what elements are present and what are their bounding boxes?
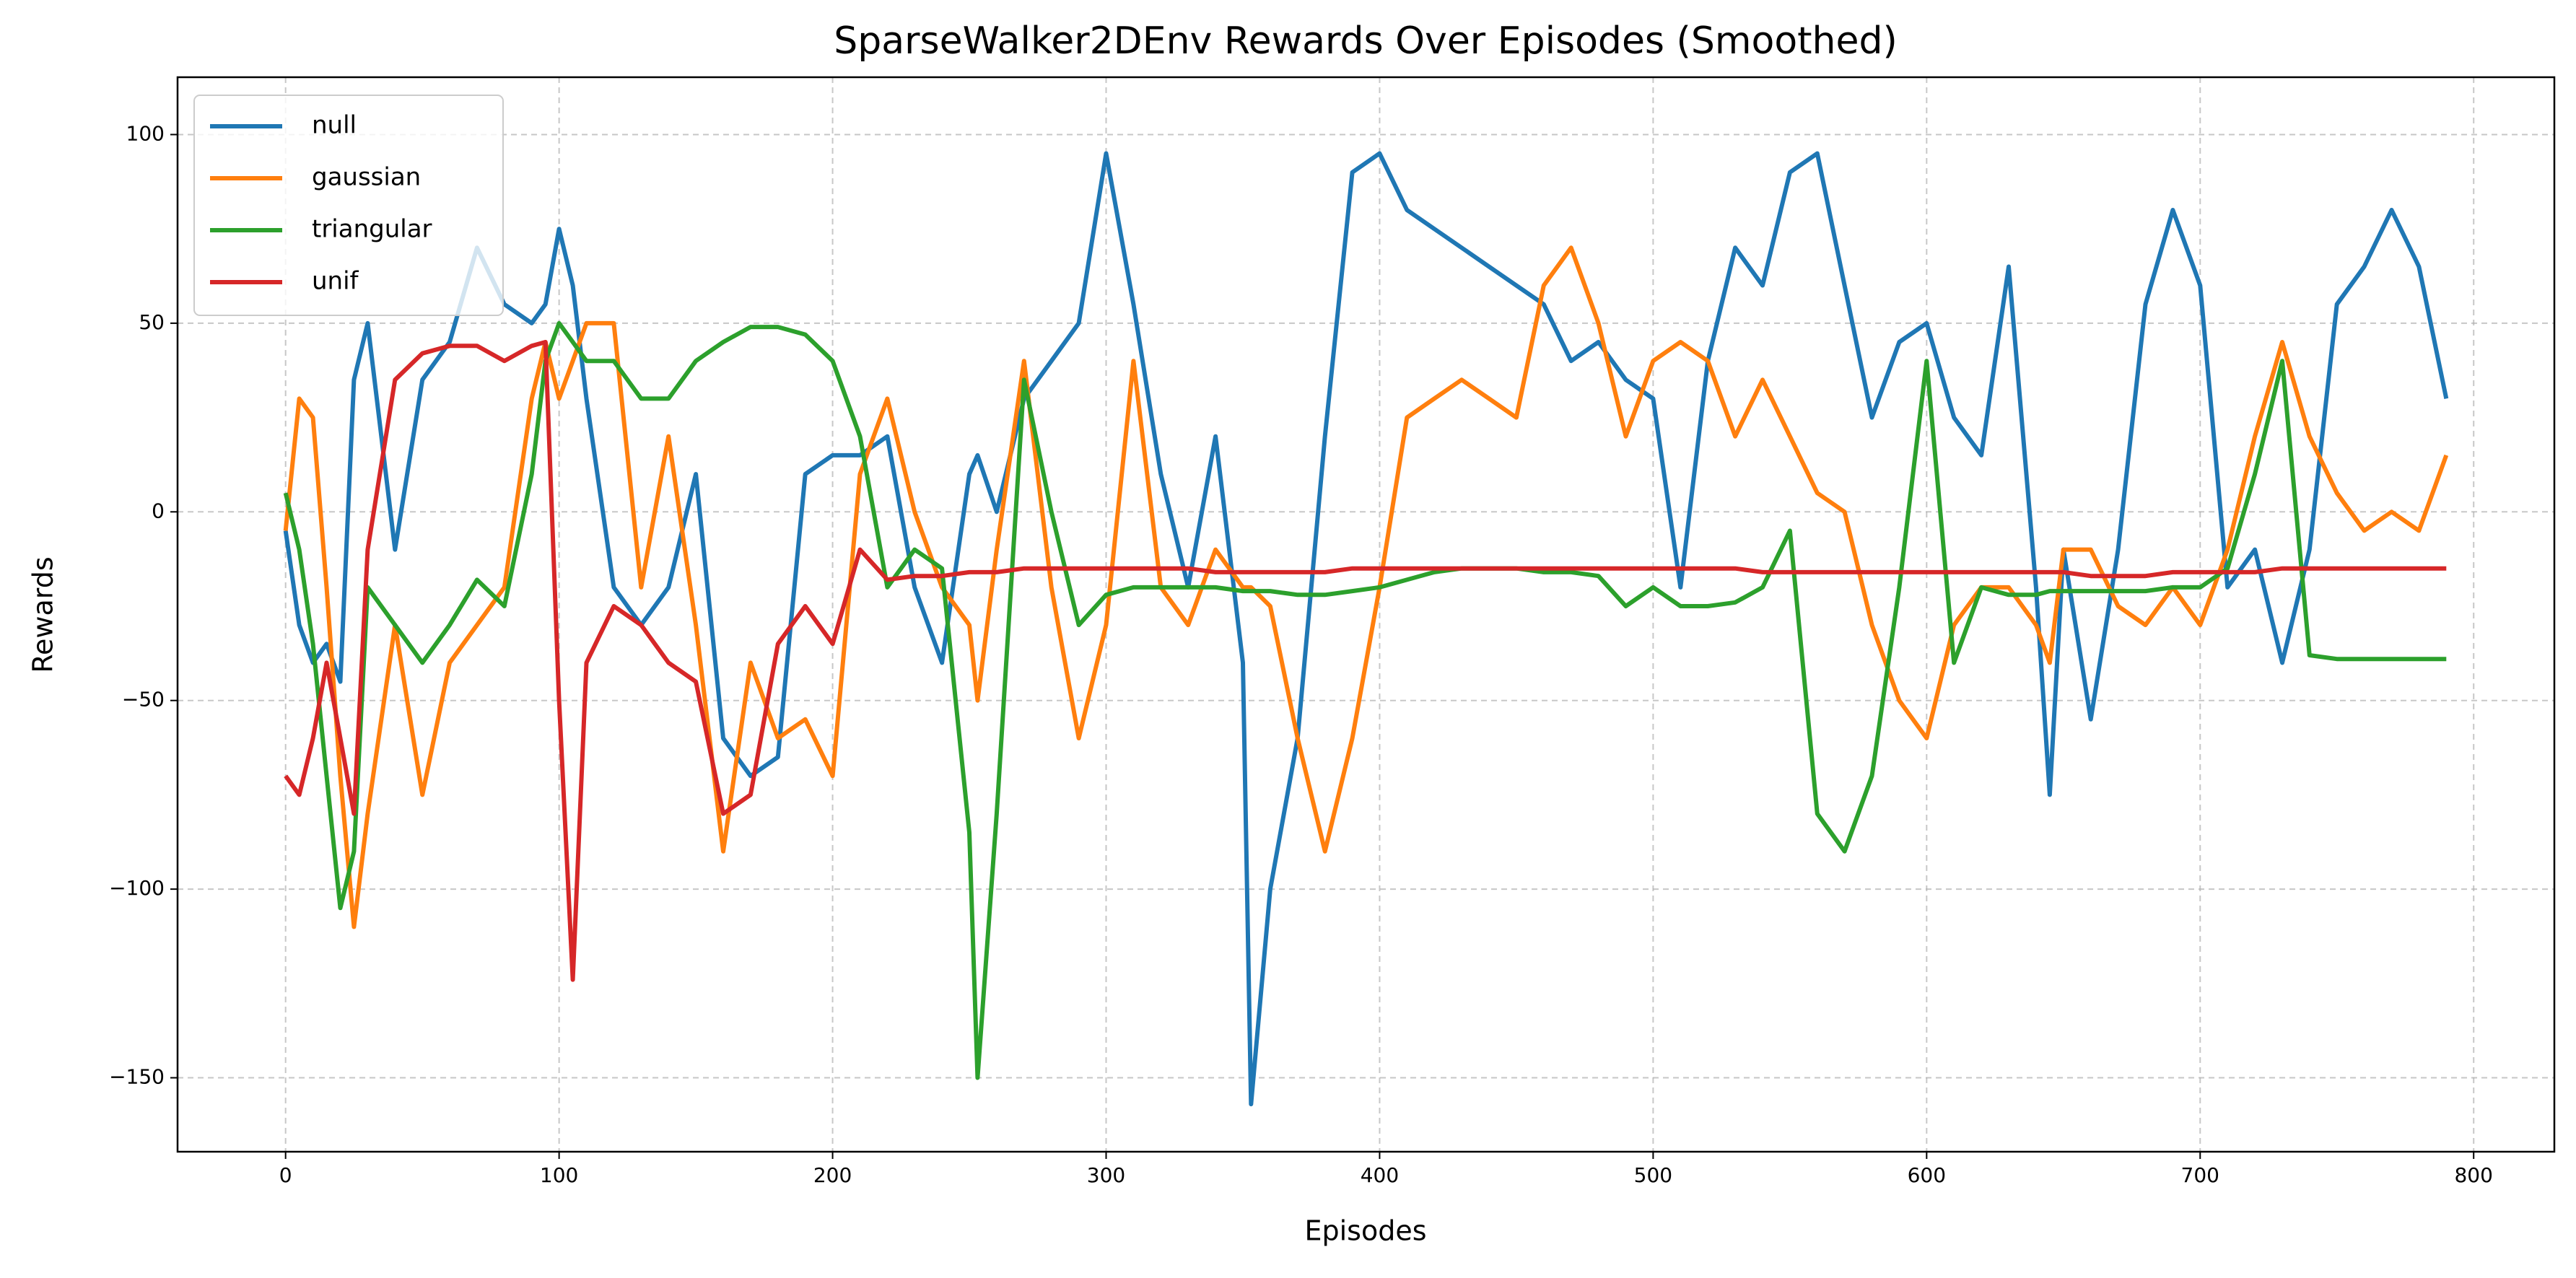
x-tick-label: 800 [2454, 1163, 2492, 1187]
y-tick-label: 50 [139, 310, 165, 334]
x-tick-label: 100 [540, 1163, 578, 1187]
y-tick-label: −150 [109, 1065, 165, 1089]
legend: null gaussian triangular unif [193, 95, 504, 316]
legend-box [193, 95, 504, 316]
line-series [284, 340, 2447, 982]
legend-label: null [312, 111, 357, 140]
x-tick-label: 0 [279, 1163, 292, 1187]
y-axis-label: Rewards [27, 556, 59, 673]
plot-frame [176, 76, 2556, 1153]
chart-title: SparseWalker2DEnv Rewards Over Episodes … [834, 19, 1898, 63]
line-series [283, 245, 2449, 929]
x-tick-label: 600 [1908, 1163, 1946, 1187]
x-axis-label: Episodes [1304, 1215, 1426, 1247]
y-tick-label: −100 [109, 876, 165, 900]
legend-label: triangular [312, 215, 432, 244]
x-tick-label: 500 [1634, 1163, 1672, 1187]
x-tick-label: 400 [1361, 1163, 1399, 1187]
x-tick-label: 200 [813, 1163, 852, 1187]
y-tick-label: 100 [126, 121, 165, 145]
x-tick-label: 700 [2181, 1163, 2219, 1187]
legend-label: unif [312, 267, 359, 296]
line-series [283, 320, 2447, 1080]
y-tick-label: −50 [122, 688, 165, 712]
y-tick-label: 0 [152, 499, 165, 522]
x-tick-label: 300 [1087, 1163, 1125, 1187]
legend-label: gaussian [312, 163, 421, 192]
line-series [283, 151, 2449, 1107]
